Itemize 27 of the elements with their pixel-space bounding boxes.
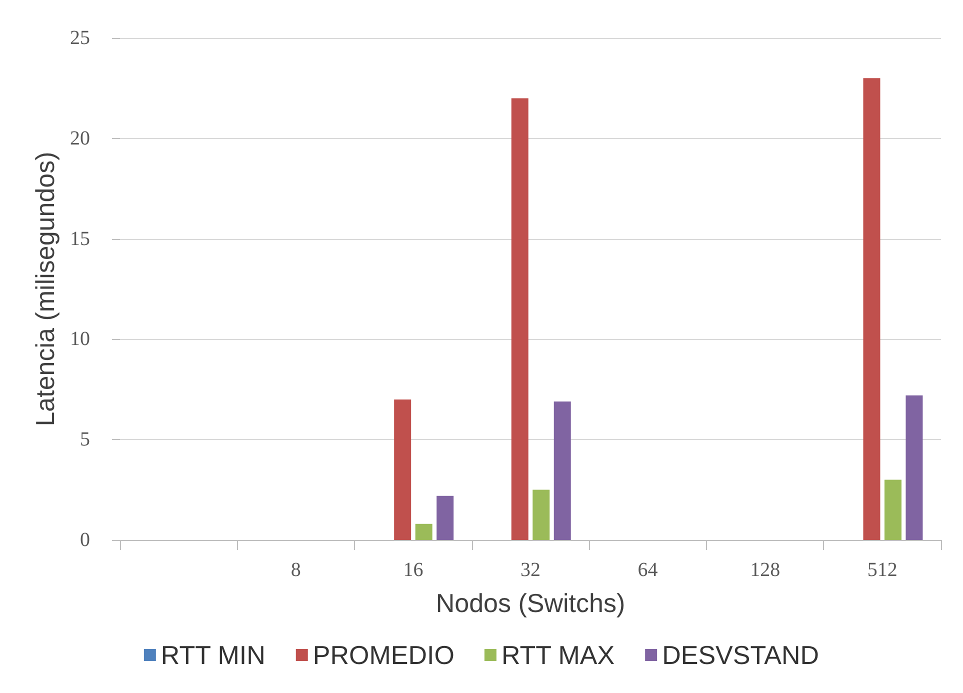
bar: [436, 496, 454, 540]
x-tick-label: 128: [750, 559, 780, 581]
x-tick-label: 512: [867, 559, 898, 581]
bar: [554, 401, 571, 540]
y-tick-label: 25: [70, 27, 90, 49]
x-tick-label: 8: [290, 559, 301, 581]
x-tick-label: 64: [638, 559, 658, 581]
y-tick-label: 20: [70, 127, 90, 150]
bar: [884, 480, 902, 540]
bar: [863, 78, 880, 540]
bar: [394, 399, 412, 540]
legend-label: DESVSTAND: [662, 640, 820, 670]
legend-label: PROMEDIO: [312, 640, 454, 670]
x-axis-title: Nodos (Switchs): [436, 588, 626, 618]
bar: [532, 490, 550, 540]
bar: [511, 98, 528, 540]
bar: [906, 395, 923, 540]
legend-label: RTT MIN: [160, 640, 266, 670]
y-axis-title: Latencia (milisegundos): [30, 152, 60, 426]
y-tick-label: 15: [70, 228, 90, 250]
y-tick-label: 0: [80, 529, 90, 551]
x-tick-label: 16: [403, 559, 424, 581]
y-tick-label: 5: [80, 428, 90, 451]
legend-label: RTT MAX: [501, 640, 615, 670]
bar: [415, 524, 432, 540]
x-tick-label: 32: [520, 559, 540, 581]
y-tick-label: 10: [70, 328, 90, 350]
